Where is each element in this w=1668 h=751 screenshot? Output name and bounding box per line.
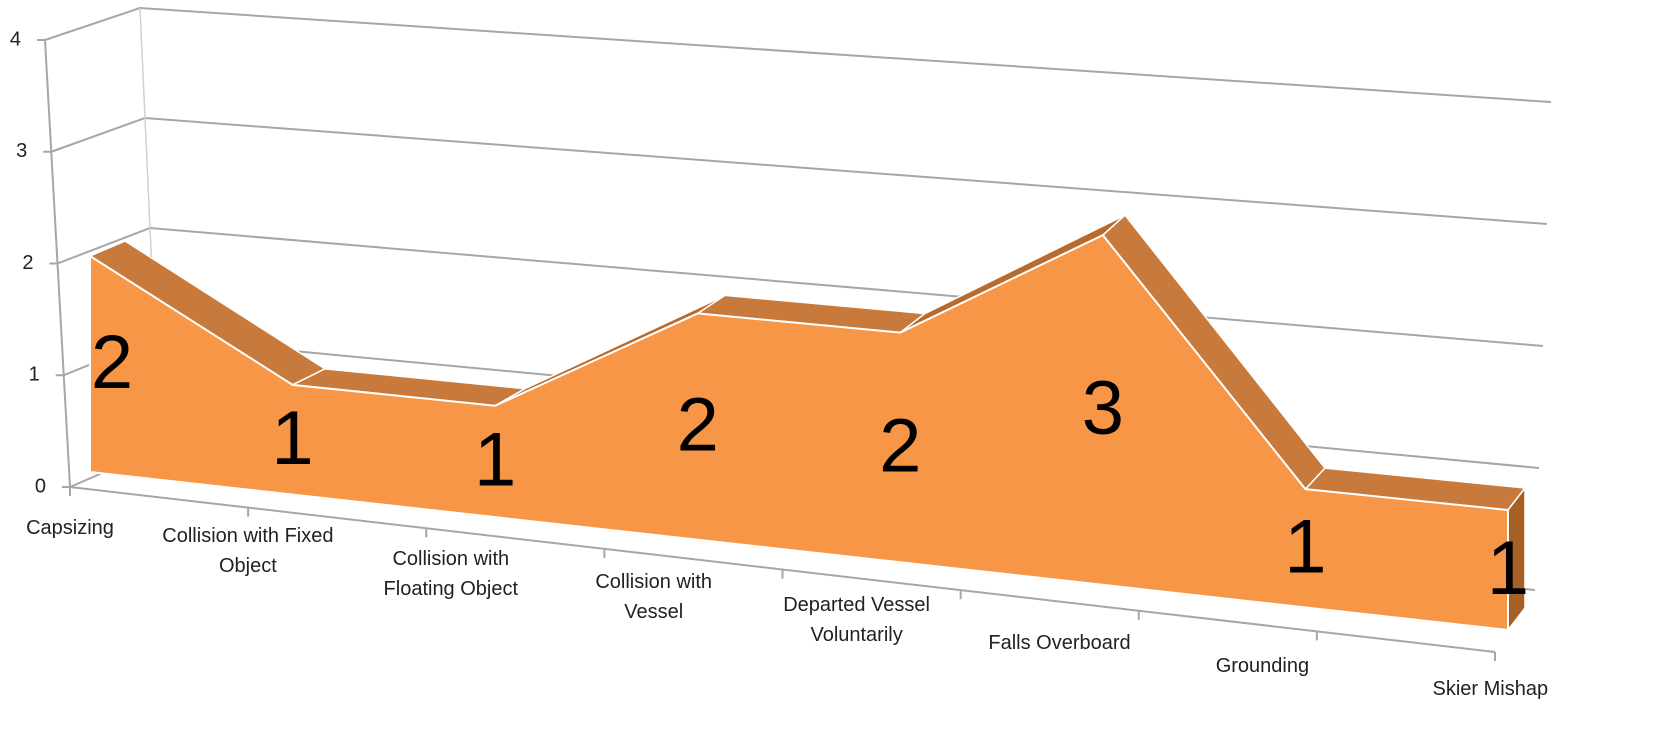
x-tick-label: Collision with Fixed Object — [162, 525, 334, 577]
data-label: 2 — [677, 383, 719, 468]
x-tick-label: Grounding — [1215, 655, 1310, 677]
grid-line — [50, 116, 1548, 225]
y-tick-label: 2 — [22, 252, 33, 274]
y-tick-label: 1 — [29, 364, 40, 386]
data-label: 2 — [91, 320, 133, 405]
x-tick-label: Collision with Floating Object — [383, 548, 519, 600]
y-tick-label: 4 — [10, 28, 21, 50]
x-tick-label: Skier Mishap — [1432, 678, 1549, 700]
x-tick-label: Falls Overboard — [988, 632, 1131, 654]
data-label: 3 — [1082, 366, 1124, 451]
data-label: 1 — [474, 418, 516, 503]
grid-line — [44, 6, 1552, 103]
data-label: 1 — [1487, 526, 1529, 611]
data-label: 2 — [879, 404, 921, 489]
x-tick-label: Departed Vessel Voluntarily — [783, 594, 930, 646]
data-label: 1 — [271, 396, 313, 481]
y-tick-label: 3 — [16, 140, 27, 162]
y-axis — [44, 39, 71, 488]
x-tick-label: Collision with Vessel — [595, 571, 713, 623]
area — [89, 233, 1509, 632]
x-tick-label: Capsizing — [26, 517, 114, 539]
y-tick-label: 0 — [35, 475, 46, 497]
data-label: 1 — [1284, 504, 1326, 589]
